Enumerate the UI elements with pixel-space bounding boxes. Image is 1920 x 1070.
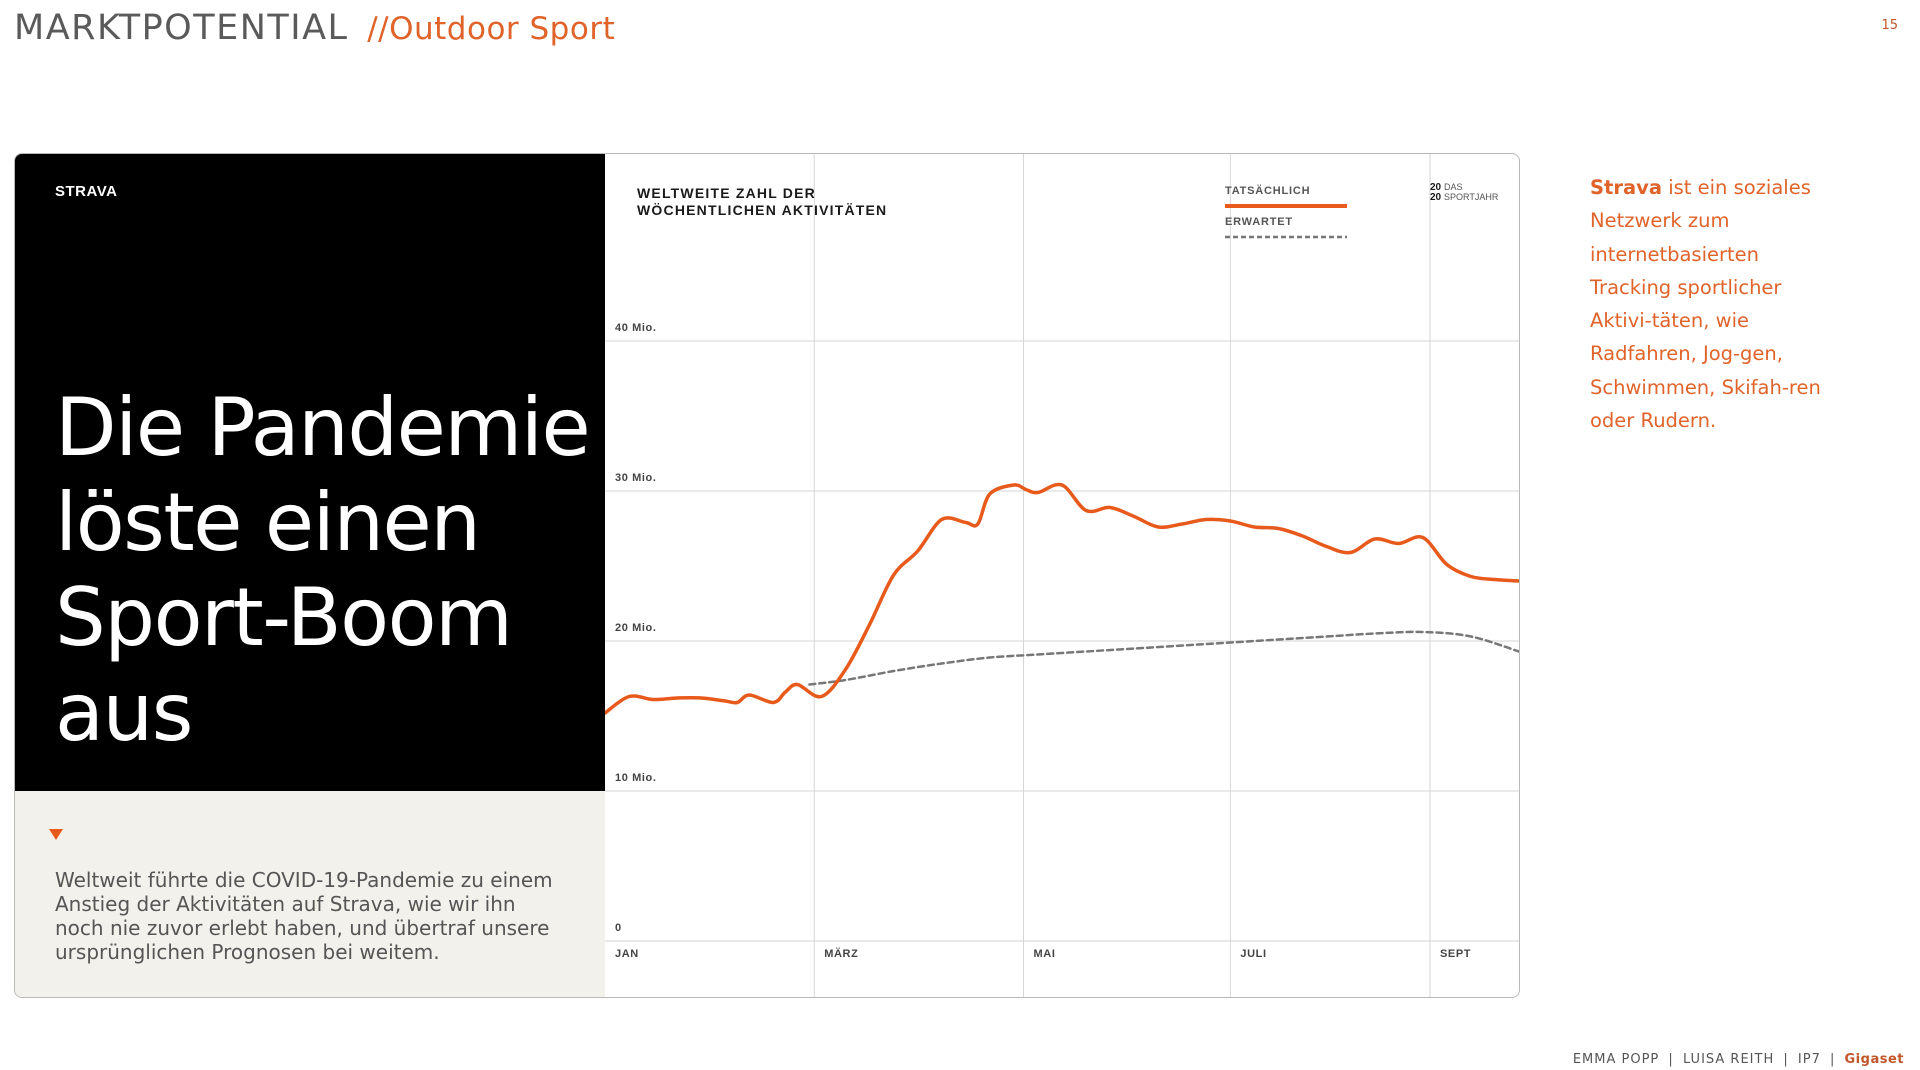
description: Weltweit führte die COVID-19-Pandemie zu… xyxy=(55,868,575,964)
description-line: Anstieg der Aktivitäten auf Strava, wie … xyxy=(55,892,516,916)
chart-title-line: WÖCHENTLICHEN AKTIVITÄTEN xyxy=(637,202,887,218)
chart-series xyxy=(605,482,1519,715)
side-note-line: oder Rudern. xyxy=(1590,404,1890,437)
legend-label-actual: TATSÄCHLICH xyxy=(1225,184,1310,197)
side-note-text: internetbasierten xyxy=(1590,242,1760,266)
side-note-line: internetbasierten xyxy=(1590,238,1890,271)
side-note: Strava ist ein soziales Netzwerk zum inter… xyxy=(1590,171,1890,437)
x-tick-label: MAI xyxy=(1034,948,1056,960)
y-tick-label: 20 Mio. xyxy=(615,622,657,634)
headline-line: Sport-Boom xyxy=(55,571,513,664)
legend-label-expected: ERWARTET xyxy=(1225,216,1293,228)
headline-panel: STRAVA Die Pandemie löste einen Sport-Bo… xyxy=(15,154,605,791)
chart-legend: TATSÄCHLICH ERWARTET xyxy=(1225,184,1347,239)
chart-ticks: 0 10 Mio. 20 Mio. 30 Mio. 40 Mio. JAN MÄRZ MAI J… xyxy=(615,322,1471,960)
description-panel: Weltweit führte die COVID-19-Pandemie zu… xyxy=(15,791,605,997)
x-tick-label: JAN xyxy=(615,948,639,960)
x-tick-label: SEPT xyxy=(1440,948,1471,960)
slide-title: MARKTPOTENTIAL //Outdoor Sport xyxy=(14,8,615,48)
footer-course: IP7 xyxy=(1797,1052,1821,1067)
side-note-text: Radfahren, Jog-gen, xyxy=(1590,342,1783,366)
y-tick-label: 0 xyxy=(615,922,622,934)
y-tick-label: 40 Mio. xyxy=(615,322,657,334)
side-note-bold: Strava xyxy=(1590,176,1663,199)
series-line-actual xyxy=(605,482,1519,715)
headline-line: Die Pandemie xyxy=(55,381,591,474)
footer-separator: | xyxy=(1668,1052,1674,1067)
footer-author: LUISA REITH xyxy=(1682,1052,1775,1067)
headline: Die Pandemie löste einen Sport-Boom aus xyxy=(55,380,615,760)
year-label-das: DAS xyxy=(1444,182,1463,192)
year-label-sportjahr: SPORTJAHR xyxy=(1444,192,1499,202)
headline-line: löste einen xyxy=(55,476,481,569)
strava-logo: STRAVA xyxy=(55,183,118,200)
side-note-line: Tracking sportlicher xyxy=(1590,271,1890,304)
headline-line: aus xyxy=(55,666,193,759)
slide-subtitle: //Outdoor Sport xyxy=(367,11,616,47)
page-number: 15 xyxy=(1881,18,1898,33)
footer: EMMA POPP | LUISA REITH | IP7 | Gigaset xyxy=(1573,1052,1904,1067)
side-note-line: Netzwerk zum xyxy=(1590,204,1890,237)
description-line: noch nie zuvor erlebt haben, und übertra… xyxy=(55,916,550,940)
slide-title-main: MARKTPOTENTIAL xyxy=(14,8,349,48)
chart-title-line: WELTWEITE ZAHL DER xyxy=(637,185,816,201)
side-note-text: Netzwerk zum xyxy=(1590,209,1730,233)
side-note-text: oder Rudern. xyxy=(1590,409,1717,433)
side-note-text: Tracking sportlicher xyxy=(1590,275,1782,299)
description-line: ursprünglichen Prognosen bei weitem. xyxy=(55,940,440,964)
side-note-text: Schwimmen, Skifah-ren xyxy=(1590,375,1821,399)
x-tick-label: MÄRZ xyxy=(824,947,858,960)
year-label-bottom: 20 xyxy=(1430,192,1442,203)
x-tick-label: JULI xyxy=(1240,948,1266,960)
side-note-line: Strava ist ein soziales xyxy=(1590,171,1890,204)
year-label: 20 20 DAS SPORTJAHR xyxy=(1430,182,1499,203)
strava-card: STRAVA Die Pandemie löste einen Sport-Bo… xyxy=(14,153,1520,998)
y-tick-label: 10 Mio. xyxy=(615,772,657,784)
footer-separator: | xyxy=(1783,1052,1789,1067)
series-line-expected xyxy=(808,630,1519,686)
description-line: Weltweit führte die COVID-19-Pandemie zu… xyxy=(55,868,553,892)
triangle-down-icon xyxy=(49,829,63,840)
side-note-line: Radfahren, Jog-gen, xyxy=(1590,337,1890,370)
side-note-line: Schwimmen, Skifah-ren xyxy=(1590,371,1890,404)
year-label-top: 20 xyxy=(1430,182,1442,193)
chart-title: WELTWEITE ZAHL DER WÖCHENTLICHEN AKTIVIT… xyxy=(637,185,887,218)
activity-chart: WELTWEITE ZAHL DER WÖCHENTLICHEN AKTIVIT… xyxy=(605,154,1519,997)
side-note-text: ist ein soziales xyxy=(1662,176,1811,199)
y-tick-label: 30 Mio. xyxy=(615,472,657,484)
footer-author: EMMA POPP xyxy=(1572,1052,1660,1067)
footer-brand: Gigaset xyxy=(1844,1052,1904,1067)
side-note-text: Aktivi-täten, wie xyxy=(1590,309,1750,333)
side-note-line: Aktivi-täten, wie xyxy=(1590,304,1890,337)
footer-separator: | xyxy=(1829,1052,1836,1067)
chart-grid xyxy=(605,154,1519,997)
